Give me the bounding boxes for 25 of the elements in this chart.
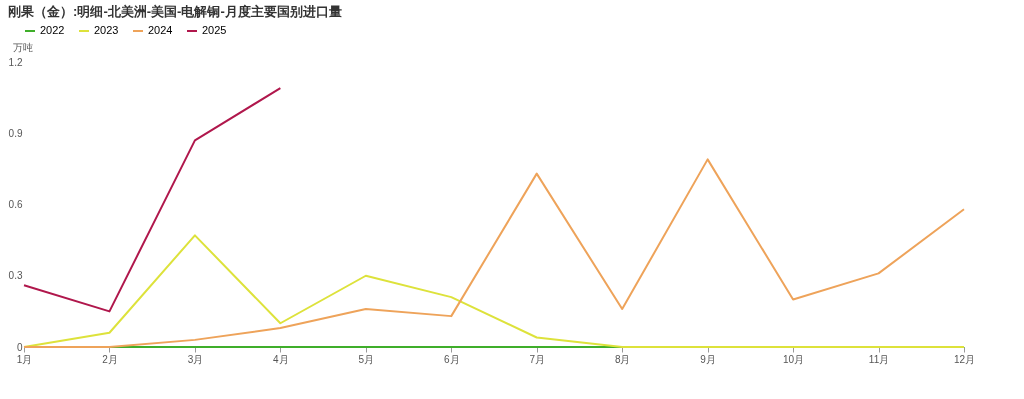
legend-label: 2023 [94, 24, 119, 36]
y-tick-label: 0.6 [8, 199, 23, 210]
x-tick-label: 9月 [700, 353, 716, 365]
line-series [23, 158, 965, 348]
x-tick-label: 1月 [16, 353, 33, 365]
y-tick-label: 1.2 [8, 56, 23, 68]
x-tick-label: 4月 [273, 353, 289, 365]
y-axis-title: 万吨 [12, 41, 33, 53]
line-series [23, 87, 282, 313]
x-tick-label: 6月 [443, 353, 460, 365]
x-tick-label: 2月 [102, 353, 118, 365]
x-tick-label: 10月 [783, 353, 805, 365]
x-tick-label: 12月 [953, 353, 976, 365]
y-tick-label: 0.3 [8, 270, 23, 282]
y-tick-label: 0.9 [8, 127, 23, 139]
x-tick-label: 7月 [529, 353, 546, 365]
x-tick-label: 3月 [187, 353, 204, 365]
x-tick-label: 8月 [614, 353, 631, 365]
legend-label: 2022 [40, 24, 65, 36]
chart-title: 刚果（金）:明细-北美洲-美国-电解铜-月度主要国别进口量 [8, 4, 342, 19]
legend-label: 2024 [148, 24, 173, 36]
legend-label: 2025 [202, 24, 227, 36]
x-tick-label: 5月 [358, 353, 375, 365]
y-tick-label: 0 [16, 341, 23, 353]
x-tick-label: 11月 [868, 353, 890, 365]
